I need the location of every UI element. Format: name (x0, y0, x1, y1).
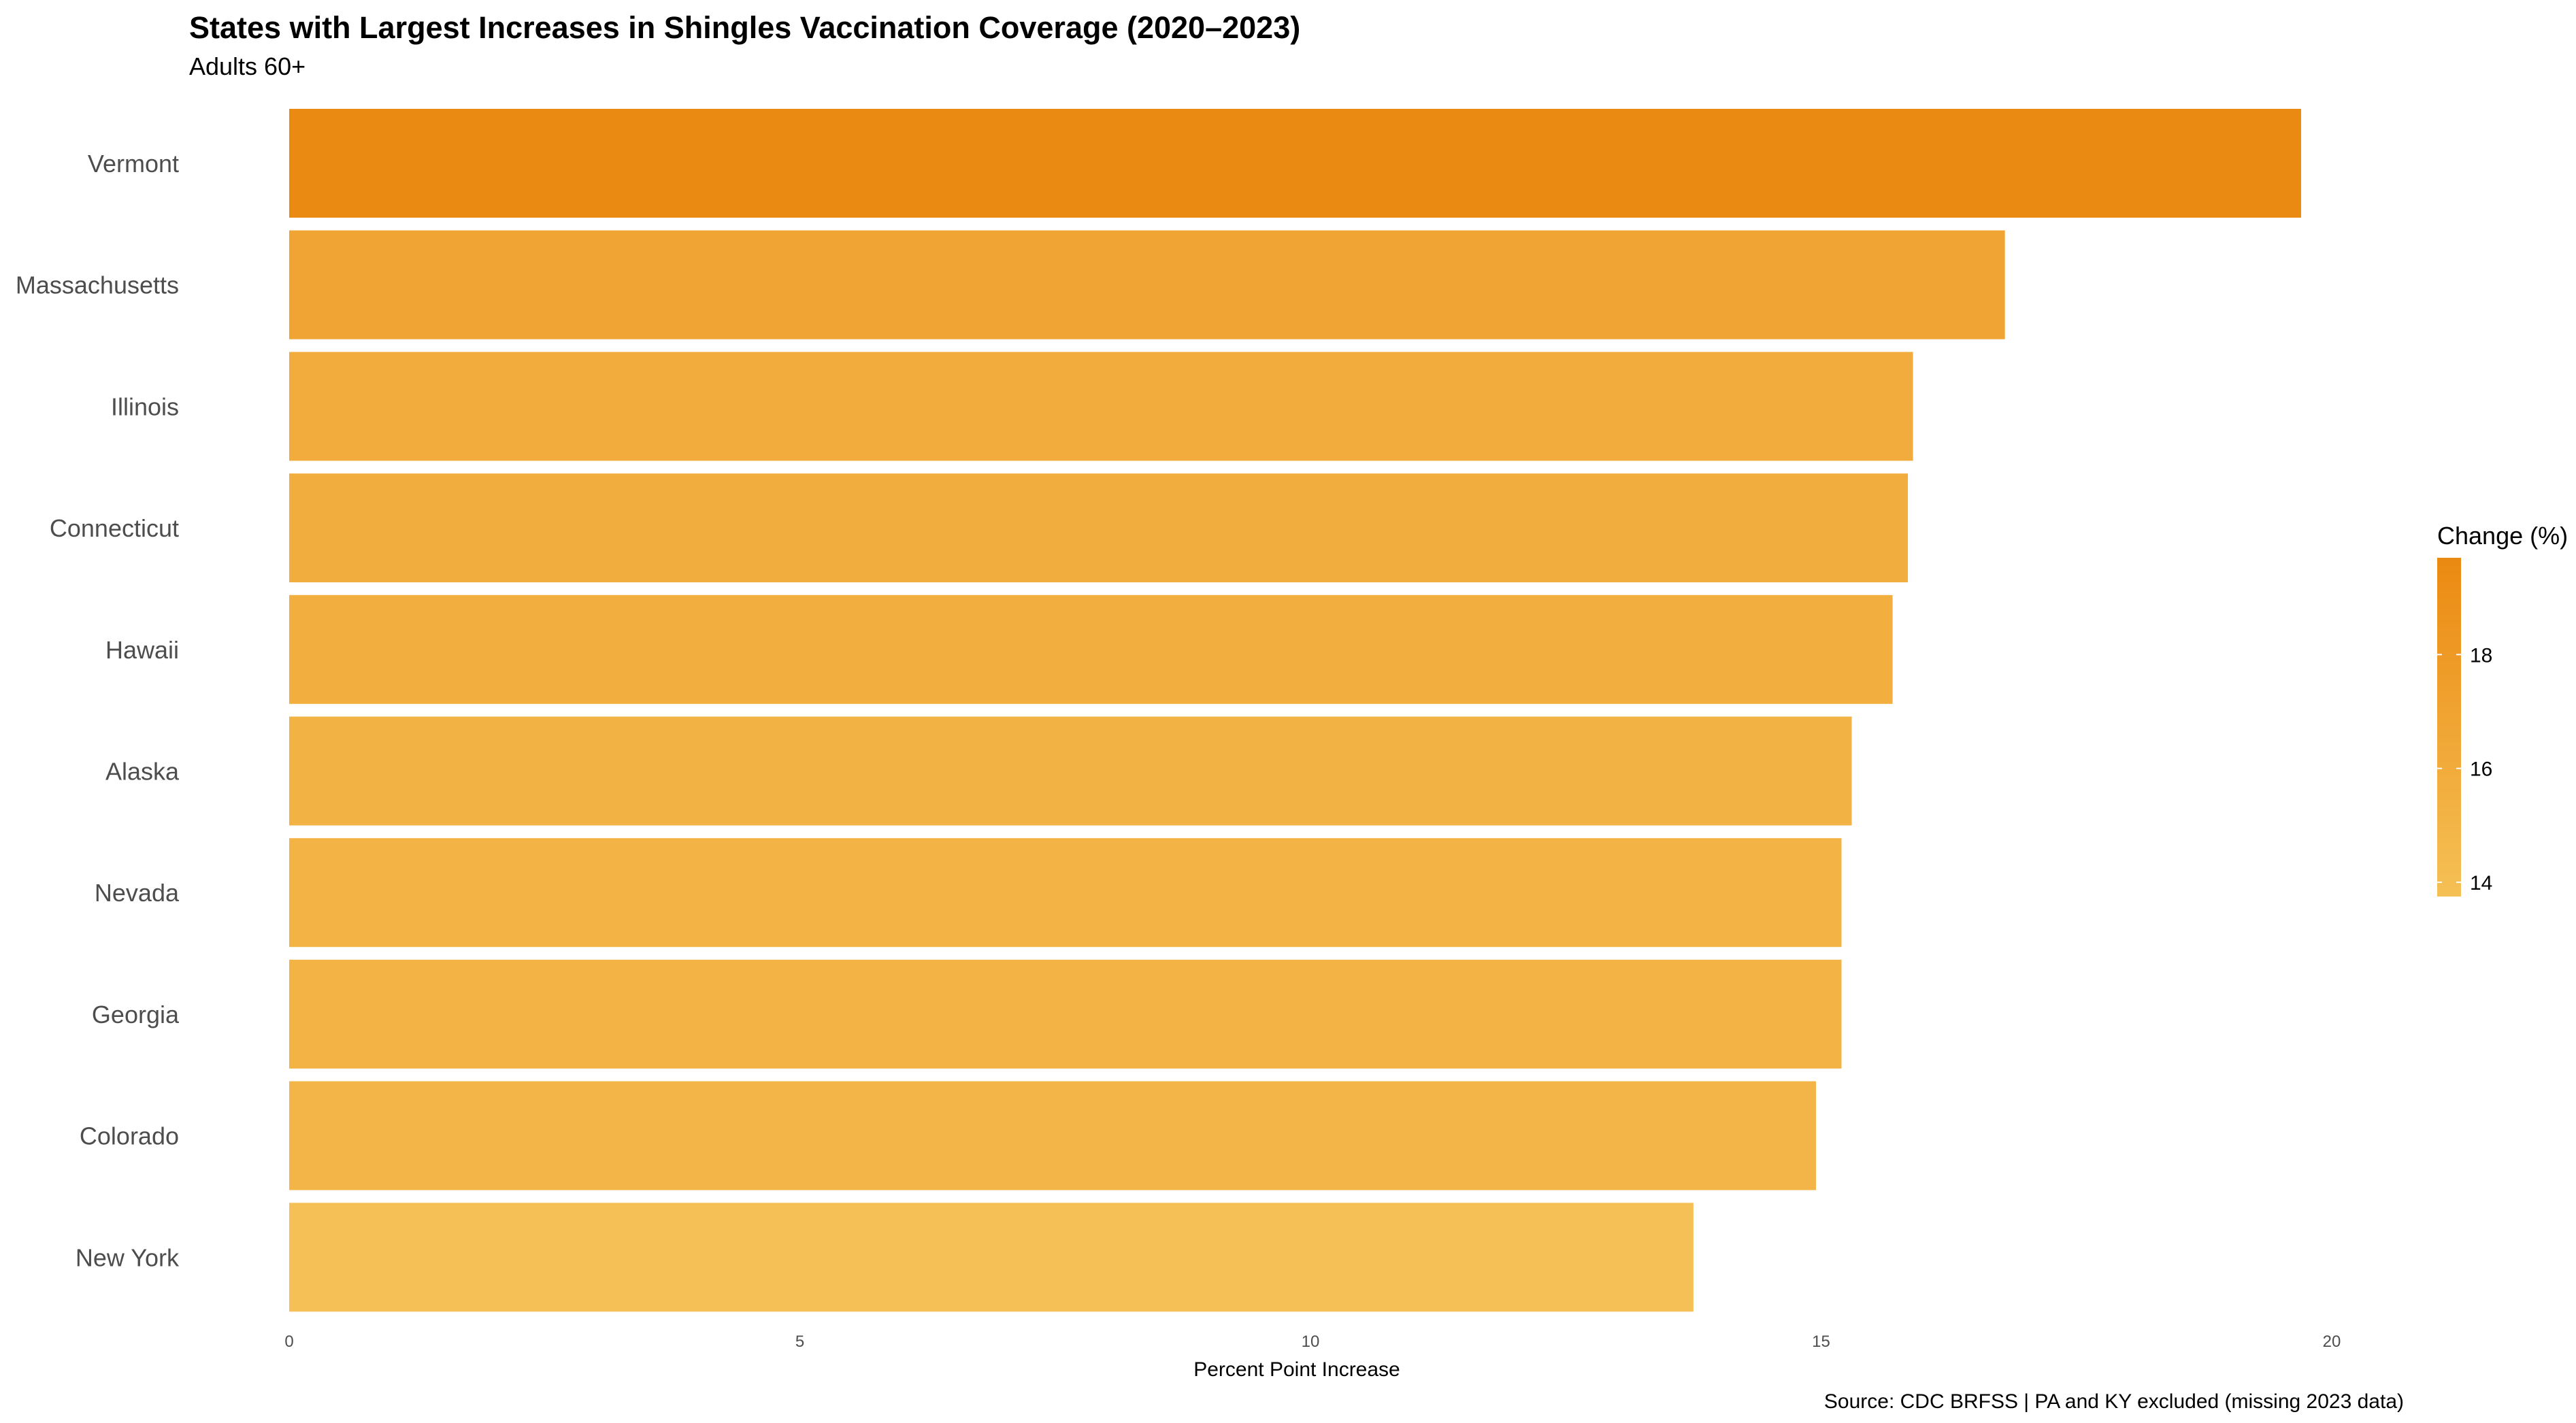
category-label-hawaii: Hawaii (105, 636, 179, 664)
category-label-illinois: Illinois (111, 392, 179, 420)
chart-subtitle: Adults 60+ (189, 52, 306, 80)
legend-title: Change (%) (2437, 522, 2568, 550)
x-axis-label: Percent Point Increase (1193, 1358, 1400, 1381)
category-labels: Vermont Massachusetts Illinois Connecticut H… (16, 150, 180, 1271)
legend-tick-label: 14 (2470, 872, 2492, 894)
color-legend: Change (%) 14 16 18 (2437, 522, 2568, 897)
chart-title: States with Largest Increases in Shingle… (189, 10, 1300, 45)
x-axis-ticks: 0 5 10 15 20 (284, 1333, 2341, 1351)
legend-colorbar (2437, 558, 2461, 897)
category-label-new-york: New York (76, 1243, 180, 1271)
x-tick-label: 0 (284, 1333, 293, 1351)
bar-new-york (289, 1203, 1694, 1312)
bar-georgia (289, 959, 1842, 1069)
chart-caption: Source: CDC BRFSS | PA and KY excluded (… (1824, 1390, 2404, 1413)
x-tick-label: 10 (1302, 1333, 1320, 1351)
category-label-colorado: Colorado (80, 1122, 179, 1150)
category-label-connecticut: Connecticut (50, 514, 179, 542)
bar-nevada (289, 838, 1842, 948)
x-tick-label: 5 (795, 1333, 804, 1351)
bar-hawaii (289, 595, 1893, 704)
category-label-alaska: Alaska (105, 758, 180, 786)
bar-vermont (289, 109, 2301, 218)
bar-illinois (289, 352, 1913, 461)
bar-connecticut (289, 473, 1909, 583)
bars-layer (289, 109, 2301, 1312)
legend-ticks: 14 16 18 (2437, 644, 2492, 894)
legend-tick-label: 18 (2470, 644, 2492, 667)
category-label-nevada: Nevada (95, 879, 180, 907)
bar-alaska (289, 716, 1852, 826)
category-label-georgia: Georgia (92, 1001, 180, 1028)
x-tick-label: 15 (1812, 1333, 1830, 1351)
legend-tick-label: 16 (2470, 758, 2492, 781)
category-label-vermont: Vermont (88, 150, 179, 178)
bar-colorado (289, 1081, 1816, 1190)
bar-massachusetts (289, 230, 2005, 339)
category-label-massachusetts: Massachusetts (16, 271, 179, 299)
x-tick-label: 20 (2323, 1333, 2341, 1351)
